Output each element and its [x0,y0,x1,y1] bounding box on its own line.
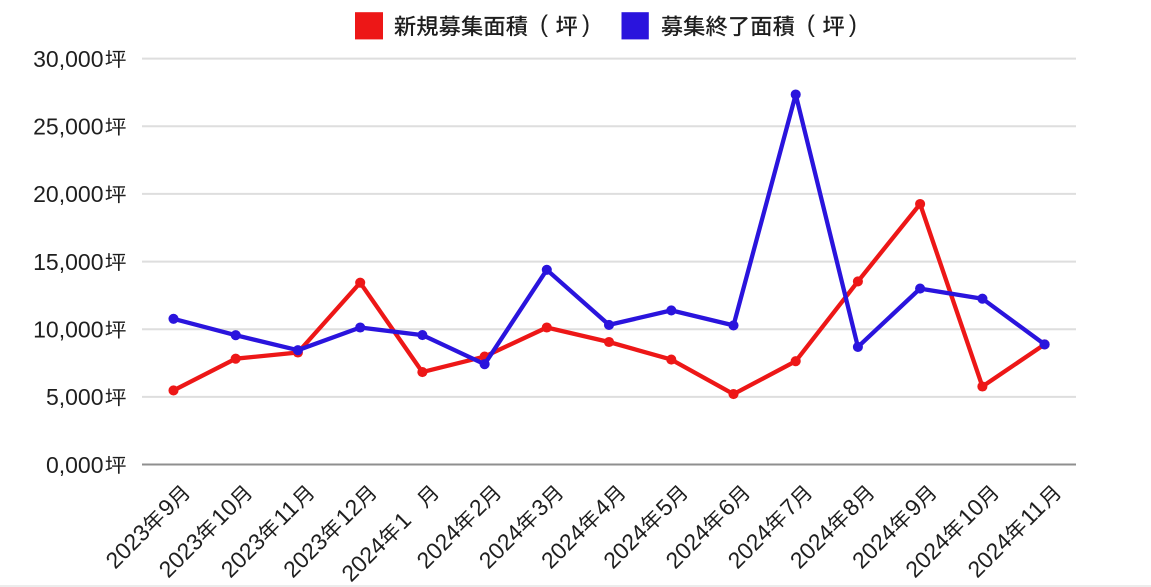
svg-text:10,000: 10,000 [33,317,103,343]
svg-text:): ) [849,11,857,38]
svg-text:5,000: 5,000 [46,384,104,410]
svg-text:20,000: 20,000 [33,181,103,207]
svg-text:0,000: 0,000 [46,452,104,478]
svg-text:(: ( [540,11,548,38]
svg-text:(: ( [807,11,815,38]
svg-text:): ) [582,11,590,38]
svg-text:30,000: 30,000 [33,46,103,72]
svg-text:25,000: 25,000 [33,114,103,140]
svg-text:15,000: 15,000 [33,249,103,275]
